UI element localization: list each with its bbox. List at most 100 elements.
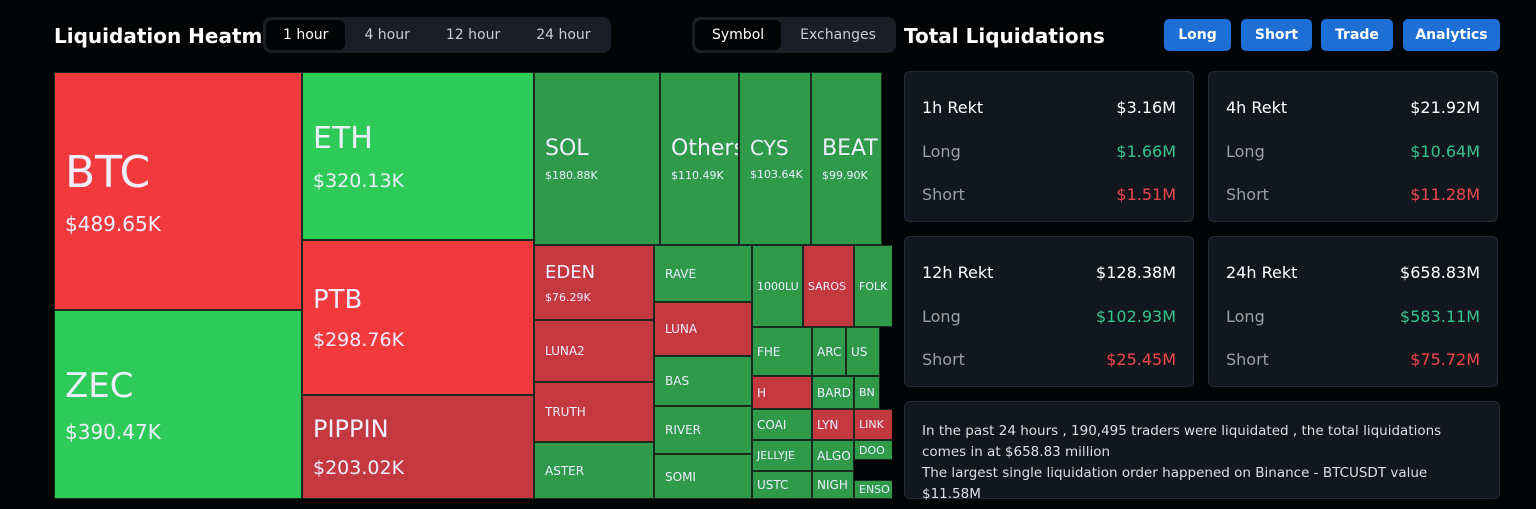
heatmap-tile[interactable]: PTB $298.76K bbox=[302, 240, 534, 395]
tile-label: ZEC bbox=[65, 365, 134, 406]
heatmap-tile[interactable]: USTC bbox=[752, 471, 812, 499]
heatmap-tile[interactable]: ZEC $390.47K bbox=[54, 310, 302, 499]
heatmap-tile[interactable]: PIPPIN $203.02K bbox=[302, 395, 534, 499]
heatmap-tile[interactable]: RAVE bbox=[654, 245, 752, 302]
card-total: $21.92M bbox=[1410, 98, 1480, 117]
long-value: $583.11M bbox=[1400, 307, 1480, 326]
heatmap-tile[interactable]: SAROS bbox=[803, 245, 854, 327]
card-row: Long $583.11M bbox=[1226, 307, 1480, 326]
tile-label: USTC bbox=[757, 478, 789, 492]
view-tab[interactable]: Symbol bbox=[695, 20, 782, 50]
heatmap-tile[interactable]: TRUTH bbox=[534, 382, 654, 442]
heatmap-tile[interactable]: 1000LU bbox=[752, 245, 803, 327]
view-tab[interactable]: Exchanges bbox=[800, 27, 876, 43]
tile-value: $103.64K bbox=[750, 168, 803, 181]
summary: In the past 24 hours , 190,495 traders w… bbox=[904, 401, 1500, 502]
short-value: $25.45M bbox=[1106, 350, 1176, 369]
heatmap-tile[interactable]: H bbox=[752, 376, 812, 409]
long-label: Long bbox=[922, 142, 961, 161]
time-tab[interactable]: 12 hour bbox=[445, 27, 501, 43]
heatmap-tile[interactable]: RIVER bbox=[654, 406, 752, 454]
tile-label: ASTER bbox=[545, 463, 585, 478]
button[interactable]: Trade bbox=[1321, 19, 1393, 51]
tile-value: $489.65K bbox=[65, 211, 161, 236]
heatmap-tile[interactable]: FHE bbox=[752, 327, 812, 376]
tile-label: ALGO bbox=[817, 448, 851, 463]
heatmap-tile[interactable]: ALGO bbox=[812, 440, 854, 471]
card-row: 1h Rekt $3.16M bbox=[922, 98, 1176, 117]
card-row: 4h Rekt $21.92M bbox=[1226, 98, 1480, 117]
tile-label: Others bbox=[671, 135, 739, 161]
card-title: 12h Rekt bbox=[922, 263, 994, 282]
long-label: Long bbox=[922, 307, 961, 326]
heatmap-tile[interactable]: DOO bbox=[854, 440, 892, 460]
short-label: Short bbox=[922, 350, 965, 369]
short-value: $1.51M bbox=[1116, 185, 1176, 204]
stat-card: 4h Rekt $21.92M Long $10.64M Short $11.28M bbox=[1208, 71, 1498, 222]
tile-label: FOLK bbox=[859, 279, 888, 293]
time-tabs: 1 hour 4 hour 12 hour 24 hour bbox=[263, 17, 611, 53]
heatmap-tile[interactable]: BAS bbox=[654, 356, 752, 406]
heatmap-tile[interactable]: LYN bbox=[812, 409, 854, 440]
tile-label: CYS bbox=[750, 136, 789, 160]
tile-value: $110.49K bbox=[671, 168, 724, 182]
heatmap-tile[interactable]: ARC bbox=[812, 327, 846, 376]
button[interactable]: Short bbox=[1241, 19, 1312, 51]
heatmap-tile[interactable]: ETH $320.13K bbox=[302, 72, 534, 240]
heatmap-tile[interactable]: BEAT $99.90K bbox=[811, 72, 882, 245]
tile-label: EDEN bbox=[545, 261, 596, 283]
tile-value: $320.13K bbox=[313, 169, 405, 192]
card-row: Short $75.72M bbox=[1226, 350, 1480, 369]
heatmap-tile[interactable]: SOMI bbox=[654, 454, 752, 499]
heatmap-tile[interactable]: ENSO bbox=[854, 480, 892, 499]
heatmap-tile[interactable]: SOL $180.88K bbox=[534, 72, 660, 245]
long-value: $10.64M bbox=[1410, 142, 1480, 161]
summary-line: In the past 24 hours , 190,495 traders w… bbox=[922, 423, 1442, 460]
heatmap-tile[interactable]: BARD bbox=[812, 376, 854, 409]
tile-label: TRUTH bbox=[545, 405, 586, 419]
heatmap-tile[interactable]: LUNA bbox=[654, 302, 752, 356]
heatmap-tile[interactable]: JELLYJE bbox=[752, 440, 812, 471]
heatmap: BTC $489.65K ZEC $390.47K ETH $320.13K PTB $298… bbox=[54, 72, 892, 499]
heatmap-tile[interactable]: BTC $489.65K bbox=[54, 72, 302, 310]
short-label: Short bbox=[1226, 185, 1269, 204]
tile-label: PIPPIN bbox=[313, 415, 389, 443]
short-value: $75.72M bbox=[1410, 350, 1480, 369]
card-row: Short $1.51M bbox=[922, 185, 1176, 204]
heatmap-tile[interactable]: US bbox=[846, 327, 880, 376]
heatmap-tile[interactable]: LUNA2 bbox=[534, 320, 654, 382]
heatmap-tile[interactable]: Others $110.49K bbox=[660, 72, 739, 245]
tile-label: SAROS bbox=[808, 279, 846, 293]
tile-label: ETH bbox=[313, 120, 373, 156]
card-row: 24h Rekt $658.83M bbox=[1226, 263, 1480, 282]
heatmap-tile[interactable]: COAI bbox=[752, 409, 812, 440]
button[interactable]: Analytics bbox=[1403, 19, 1500, 51]
tile-label: 1000LU bbox=[757, 279, 799, 293]
tile-label: LYN bbox=[817, 417, 839, 432]
tile-label: LINK bbox=[859, 418, 884, 431]
tile-label: JELLYJE bbox=[757, 449, 795, 462]
card-title: 1h Rekt bbox=[922, 98, 984, 117]
short-label: Short bbox=[1226, 350, 1269, 369]
heatmap-tile[interactable]: LINK bbox=[854, 409, 892, 440]
heatmap-tile[interactable]: EDEN $76.29K bbox=[534, 245, 654, 320]
summary-line: The largest single liquidation order hap… bbox=[922, 465, 1428, 502]
tile-label: LUNA2 bbox=[545, 344, 585, 358]
card-row: Short $11.28M bbox=[1226, 185, 1480, 204]
time-tab[interactable]: 1 hour bbox=[266, 20, 346, 50]
card-row: Long $1.66M bbox=[922, 142, 1176, 161]
short-value: $11.28M bbox=[1410, 185, 1480, 204]
heatmap-tile[interactable]: ASTER bbox=[534, 442, 654, 499]
tile-label: BARD bbox=[817, 385, 852, 400]
button[interactable]: Long bbox=[1164, 19, 1231, 51]
stat-card: 1h Rekt $3.16M Long $1.66M Short $1.51M bbox=[904, 71, 1194, 222]
card-row: Long $102.93M bbox=[922, 307, 1176, 326]
time-tab[interactable]: 24 hour bbox=[536, 27, 591, 43]
time-tab[interactable]: 4 hour bbox=[364, 27, 410, 43]
heatmap-tile[interactable]: BN bbox=[854, 376, 880, 409]
heatmap-tile[interactable]: FOLK bbox=[854, 245, 892, 327]
heatmap-tile[interactable]: CYS $103.64K bbox=[739, 72, 811, 245]
heatmap-tile[interactable]: NIGH bbox=[812, 471, 854, 499]
panel-title: Total Liquidations bbox=[904, 24, 1105, 48]
tile-label: SOL bbox=[545, 135, 589, 161]
